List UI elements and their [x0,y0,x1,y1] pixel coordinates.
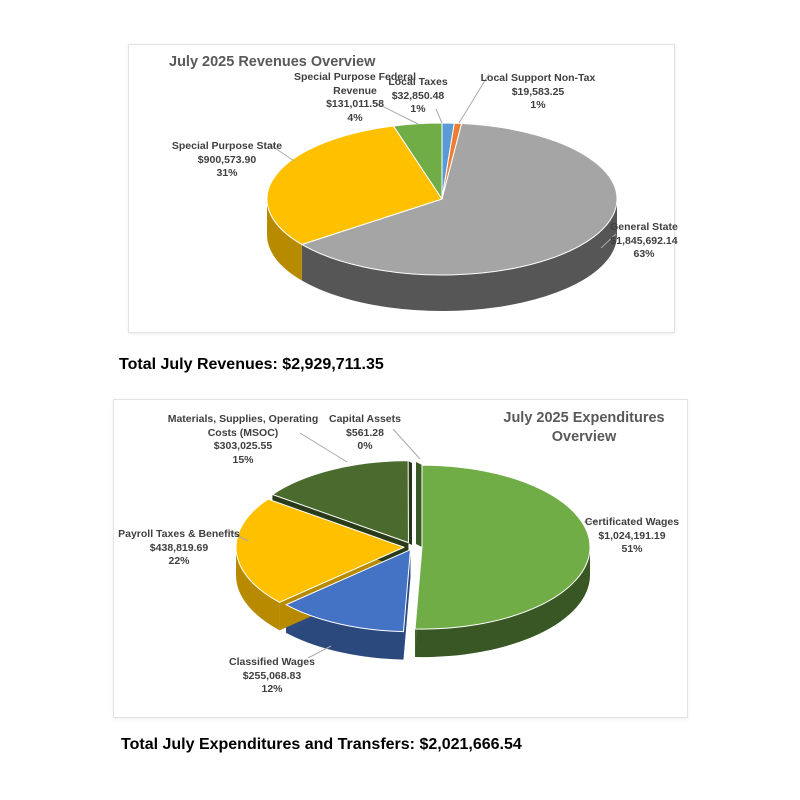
slice-name: Local Taxes [388,76,448,88]
leader-line-local-support-non-tax [458,73,490,124]
leader-line-special-purpose-state [268,143,295,162]
leader-line-materials-supplies-operating-costs-msoc [299,432,348,463]
pie-label-classified-wages: Classified Wages $255,068.83 12% [207,656,337,697]
expenditures-chart-title: July 2025 Expenditures Overview [474,409,694,447]
pie-slice-certificated-wages[interactable] [414,464,591,630]
pie-label-special-purpose-state: Special Purpose State $900,573.90 31% [147,140,307,181]
slice-name: Special Purpose State [171,140,283,152]
slice-name: General State [610,221,678,233]
revenues-chart: July 2025 Revenues Overview Local Taxes $… [128,44,678,333]
leader-line-special-purpose-federal-revenue [371,100,419,125]
slice-name: Capital Assets [329,413,401,425]
pie-label-general-state: General State $1,845,692.14 63% [574,221,714,262]
expenditures-total-caption: Total July Expenditures and Transfers: $… [121,736,522,753]
slice-value: $19,583.25 [511,85,565,98]
slice-percent: 63% [633,248,655,260]
pie-slice-general-state[interactable] [301,122,618,276]
leader-line-local-taxes [435,108,443,124]
slice-value: $438,819.69 [149,541,209,554]
slice-name: Materials, Supplies, Operating Costs (MS… [167,413,319,439]
revenues-pie-3d [266,73,618,311]
pie-label-capital-assets: Capital Assets $561.28 0% [310,413,420,454]
pie-label-payroll-taxes-benefits: Payroll Taxes & Benefits $438,819.69 22% [114,528,244,569]
slice-percent: 31% [216,167,238,179]
revenues-chart-title: July 2025 Revenues Overview [169,54,376,70]
leader-line-payroll-taxes-benefits [228,530,249,542]
pie-label-local-taxes: Local Taxes $32,850.48 1% [373,76,463,117]
leader-line-general-state [600,233,617,249]
pie-label-materials-supplies-operating-costs-msoc: Materials, Supplies, Operating Costs (MS… [163,413,323,467]
pie-slice-materials-supplies-operating-costs-msoc[interactable] [271,460,409,544]
slice-value: $900,573.90 [197,153,257,166]
slice-value: $303,025.55 [213,440,273,452]
slice-name: Classified Wages [229,656,315,668]
pie-label-special-purpose-federal-revenue: Special Purpose Federal Revenue $131,011.… [275,71,435,125]
slice-value: $1,845,692.14 [610,234,678,247]
pie-label-certificated-wages: Certificated Wages $1,024,191.19 51% [552,516,712,557]
pie-slice-classified-wages[interactable] [285,549,411,633]
slice-value: $131,011.58 [326,98,384,110]
expenditures-title-line1: July 2025 [503,410,569,426]
leader-line-certificated-wages [583,520,598,523]
slice-value: $255,068.83 [242,669,302,682]
slice-percent: 51% [621,543,643,555]
slice-percent: 12% [261,683,283,695]
slice-value: $32,850.48 [391,89,445,102]
pie-label-local-support-non-tax: Local Support Non-Tax $19,583.25 1% [453,72,623,113]
leader-line-classified-wages [307,645,332,659]
expenditures-title-line2: Expenditures Overview [551,410,665,445]
slice-value: $561.28 [346,426,384,439]
slice-percent: 22% [168,555,190,567]
slice-percent: 1% [410,103,426,115]
slice-percent: 4% [347,111,363,124]
pie-slice-special-purpose-state[interactable] [266,125,443,245]
slice-name: Payroll Taxes & Benefits [118,528,240,540]
revenues-total-caption: Total July Revenues: $2,929,711.35 [119,356,384,373]
expenditures-chart: July 2025 Expenditures Overview Certific… [113,399,688,718]
slice-value: $1,024,191.19 [598,529,666,542]
slice-percent: 1% [530,99,546,111]
pie-slice-payroll-taxes-benefits[interactable] [235,498,405,603]
expenditures-pie-3d [228,428,598,660]
slice-percent: 0% [357,440,373,452]
slice-name: Special Purpose Federal Revenue [294,71,416,97]
slice-name: Local Support Non-Tax [480,72,596,84]
slice-name: Certificated Wages [584,516,680,528]
slice-percent: 15% [232,453,254,466]
leader-line-capital-assets [392,428,421,460]
